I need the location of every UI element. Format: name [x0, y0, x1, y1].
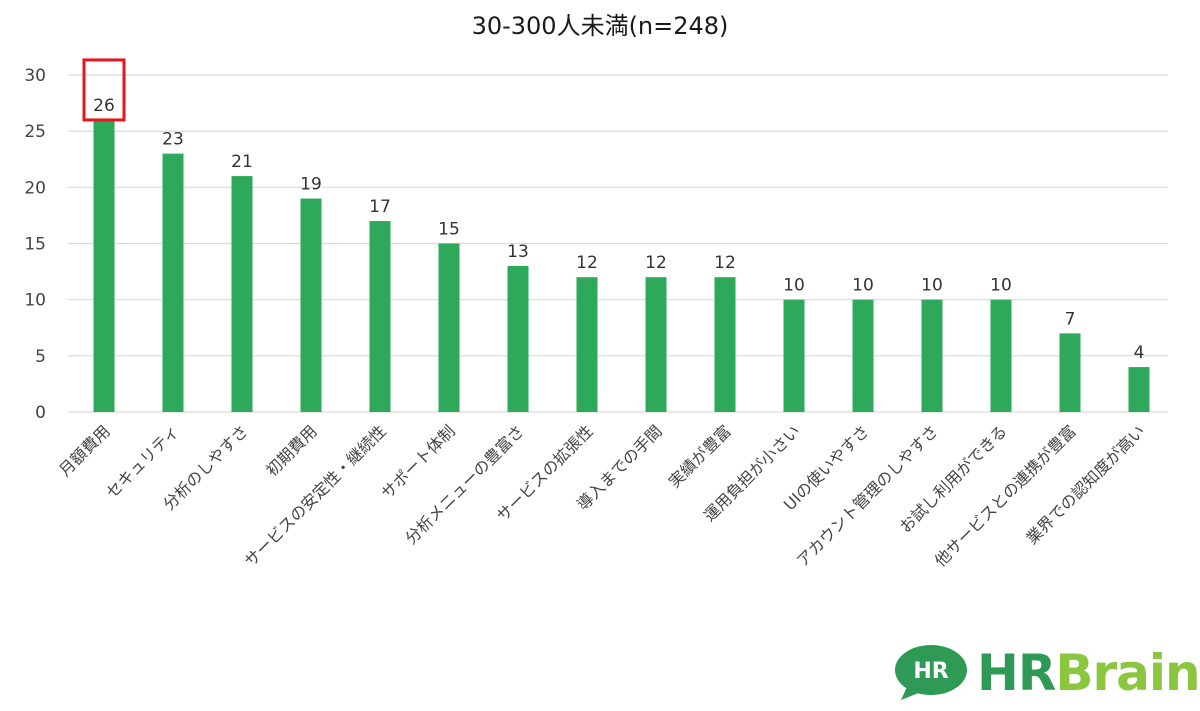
x-tick-label: アカウント管理のしやすさ	[793, 421, 942, 570]
y-tick-label: 10	[24, 291, 46, 311]
data-label: 10	[921, 276, 943, 296]
x-tick-label: 他サービスとの連携が豊富	[931, 421, 1080, 570]
bar	[1128, 367, 1150, 412]
data-label: 17	[369, 197, 391, 217]
data-label: 15	[438, 220, 460, 240]
y-tick-label: 30	[24, 66, 46, 86]
x-tick-label: 初期費用	[262, 421, 321, 480]
data-label: 10	[990, 276, 1012, 296]
bar	[231, 176, 253, 412]
data-label: 7	[1065, 309, 1076, 329]
bar	[1059, 333, 1081, 412]
data-label: 10	[783, 276, 805, 296]
bar	[990, 299, 1012, 412]
logo-text-brain: Brain	[1055, 644, 1200, 702]
data-label: 19	[300, 175, 322, 195]
x-tick-label: 分析メニューの豊富さ	[401, 421, 528, 548]
bar	[438, 243, 460, 412]
speech-bubble-icon: HR	[895, 645, 967, 700]
x-tick-label: 実績が豊富	[665, 421, 735, 491]
y-tick-label: 0	[35, 403, 46, 423]
hrbrain-logo: HR HRBrain	[893, 641, 1200, 707]
data-label: 12	[645, 253, 667, 273]
data-label: 26	[93, 96, 115, 116]
bar	[645, 277, 667, 412]
x-tick-label: 業界での認知度が高い	[1022, 421, 1149, 548]
data-label: 12	[576, 253, 598, 273]
x-tick-label: サービスの安定性・継続性	[241, 421, 390, 570]
bar	[162, 153, 184, 412]
bar	[93, 119, 115, 412]
y-tick-label: 20	[24, 178, 46, 198]
bar	[714, 277, 736, 412]
data-label: 13	[507, 242, 529, 262]
chart-title: 30-300人未満(n=248)	[471, 12, 729, 40]
bar	[369, 221, 391, 412]
bar	[852, 299, 874, 412]
highlight-box	[82, 58, 126, 122]
bar	[921, 299, 943, 412]
bar	[783, 299, 805, 412]
bar	[300, 198, 322, 412]
data-label: 10	[852, 276, 874, 296]
logo-wordmark: HRBrain	[977, 643, 1200, 703]
y-tick-label: 15	[24, 235, 46, 255]
y-tick-label: 5	[35, 347, 46, 367]
logo-bubble-text: HR	[913, 659, 948, 684]
data-label: 21	[231, 152, 253, 172]
data-label: 12	[714, 253, 736, 273]
data-label: 23	[162, 130, 184, 150]
y-tick-label: 25	[24, 122, 46, 142]
logo-text-hr: HR	[977, 644, 1056, 702]
bar	[576, 277, 598, 412]
data-label: 4	[1134, 343, 1145, 363]
bar	[507, 265, 529, 412]
x-tick-label: 月額費用	[55, 421, 114, 480]
